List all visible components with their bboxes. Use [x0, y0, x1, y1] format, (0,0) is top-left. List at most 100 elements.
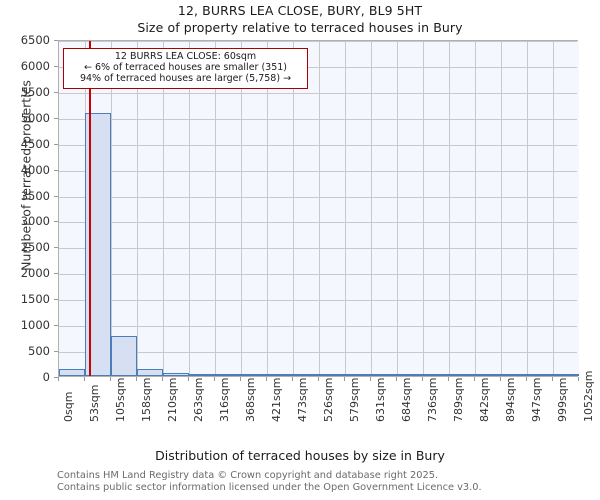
y-axis-tick-mark	[54, 273, 58, 275]
gridline-horizontal	[59, 300, 577, 302]
gridline-horizontal	[59, 170, 577, 172]
annotation-line-2: ← 6% of terraced houses are smaller (351…	[83, 62, 288, 74]
x-axis-tick-mark	[448, 377, 449, 381]
x-axis-tick-label: 473sqm	[296, 377, 309, 422]
x-axis-tick-label: 842sqm	[478, 377, 491, 422]
footer-line-2: Contains public sector information licen…	[57, 482, 482, 494]
gridline-vertical	[137, 41, 138, 376]
page-title: 12, BURRS LEA CLOSE, BURY, BL9 5HT	[177, 3, 423, 18]
y-axis-tick-label: 2000	[20, 266, 50, 281]
y-axis-tick-label: 5000	[20, 110, 50, 125]
gridline-horizontal	[59, 118, 577, 120]
x-axis-tick-mark	[344, 377, 345, 381]
x-axis-tick-mark	[266, 377, 267, 381]
bar	[501, 374, 527, 376]
annotation-line-1: 12 BURRS LEA CLOSE: 60sqm	[114, 51, 257, 62]
property-annotation-box: 12 BURRS LEA CLOSE: 60sqm ← 6% of terrac…	[63, 48, 308, 89]
y-axis-tick-mark	[54, 221, 58, 223]
y-axis-tick-mark	[54, 143, 58, 145]
bar	[527, 374, 553, 376]
y-axis-tick-label: 5500	[20, 84, 50, 99]
gridline-horizontal	[59, 66, 577, 68]
y-axis-tick-mark	[54, 247, 58, 249]
x-axis-tick-label: 1052sqm	[582, 370, 595, 422]
x-axis-tick-label: 684sqm	[400, 377, 413, 422]
gridline-horizontal	[59, 352, 577, 354]
bar	[163, 373, 189, 376]
x-axis-tick-label: 105sqm	[114, 377, 127, 422]
y-axis-tick-label: 6000	[20, 58, 50, 73]
gridline-vertical	[475, 41, 476, 376]
bar	[59, 369, 85, 376]
x-axis-tick-label: 947sqm	[530, 377, 543, 422]
bar	[189, 374, 215, 376]
gridline-vertical	[267, 41, 268, 376]
gridline-vertical	[241, 41, 242, 376]
x-axis-tick-mark	[214, 377, 215, 381]
y-axis-tick-label: 0	[42, 370, 50, 384]
gridline-vertical	[527, 41, 528, 376]
y-axis-tick-mark	[54, 299, 58, 301]
y-axis-tick-label: 2500	[20, 240, 50, 255]
x-axis-tick-label: 158sqm	[140, 377, 153, 422]
gridline-horizontal	[59, 41, 577, 42]
x-axis-tick-label: 894sqm	[504, 377, 517, 422]
y-axis-tick-mark	[54, 91, 58, 93]
gridline-vertical	[189, 41, 190, 376]
x-axis-tick-mark	[500, 377, 501, 381]
bar	[267, 374, 293, 376]
bar	[371, 374, 397, 376]
gridline-vertical	[319, 41, 320, 376]
gridline-horizontal	[59, 196, 577, 198]
x-axis-tick-mark	[396, 377, 397, 381]
x-axis-tick-label: 526sqm	[322, 377, 335, 422]
x-axis-tick-label: 368sqm	[244, 377, 257, 422]
x-axis-tick-mark	[188, 377, 189, 381]
x-axis-tick-label: 789sqm	[452, 377, 465, 422]
gridline-vertical	[293, 41, 294, 376]
bar	[319, 374, 345, 376]
bar	[111, 335, 137, 376]
x-axis-tick-mark	[422, 377, 423, 381]
gridline-vertical	[111, 41, 112, 376]
x-axis-tick-mark	[240, 377, 241, 381]
x-axis-tick-label: 579sqm	[348, 377, 361, 422]
gridline-vertical	[215, 41, 216, 376]
x-axis-tick-mark	[162, 377, 163, 381]
plot-area	[58, 40, 579, 377]
y-axis-tick-mark	[54, 117, 58, 119]
bar	[215, 374, 241, 376]
gridline-vertical	[553, 41, 554, 376]
y-axis-tick-label: 4000	[20, 162, 50, 177]
gridline-vertical	[449, 41, 450, 376]
footer-line-1: Contains HM Land Registry data © Crown c…	[57, 470, 439, 481]
x-axis-tick-mark	[474, 377, 475, 381]
y-axis-tick-mark	[54, 195, 58, 197]
y-axis-tick-mark	[54, 169, 58, 171]
gridline-horizontal	[59, 222, 577, 224]
gridline-vertical	[501, 41, 502, 376]
gridline-horizontal	[59, 326, 577, 328]
annotation-line-3: 94% of terraced houses are larger (5,758…	[79, 73, 292, 85]
x-axis-label: Distribution of terraced houses by size …	[155, 448, 445, 463]
x-axis-tick-label: 421sqm	[270, 377, 283, 422]
y-axis-tick-mark	[54, 351, 58, 353]
x-axis-tick-mark	[292, 377, 293, 381]
gridline-horizontal	[59, 92, 577, 94]
gridline-vertical	[397, 41, 398, 376]
y-axis-tick-label: 1500	[20, 292, 50, 307]
x-axis-tick-label: 0sqm	[62, 391, 75, 422]
property-marker-line	[88, 41, 91, 376]
page-subtitle: Size of property relative to terraced ho…	[137, 20, 463, 35]
bar	[241, 374, 267, 376]
y-axis-tick-label: 500	[28, 344, 50, 359]
y-axis-tick-mark	[54, 65, 58, 67]
footer-attribution: Contains HM Land Registry data © Crown c…	[57, 470, 482, 494]
bar	[397, 374, 423, 376]
x-axis-tick-label: 631sqm	[374, 377, 387, 422]
y-axis-tick-label: 1000	[20, 318, 50, 333]
x-axis-tick-mark	[552, 377, 553, 381]
gridline-horizontal	[59, 144, 577, 146]
x-axis-tick-mark	[526, 377, 527, 381]
